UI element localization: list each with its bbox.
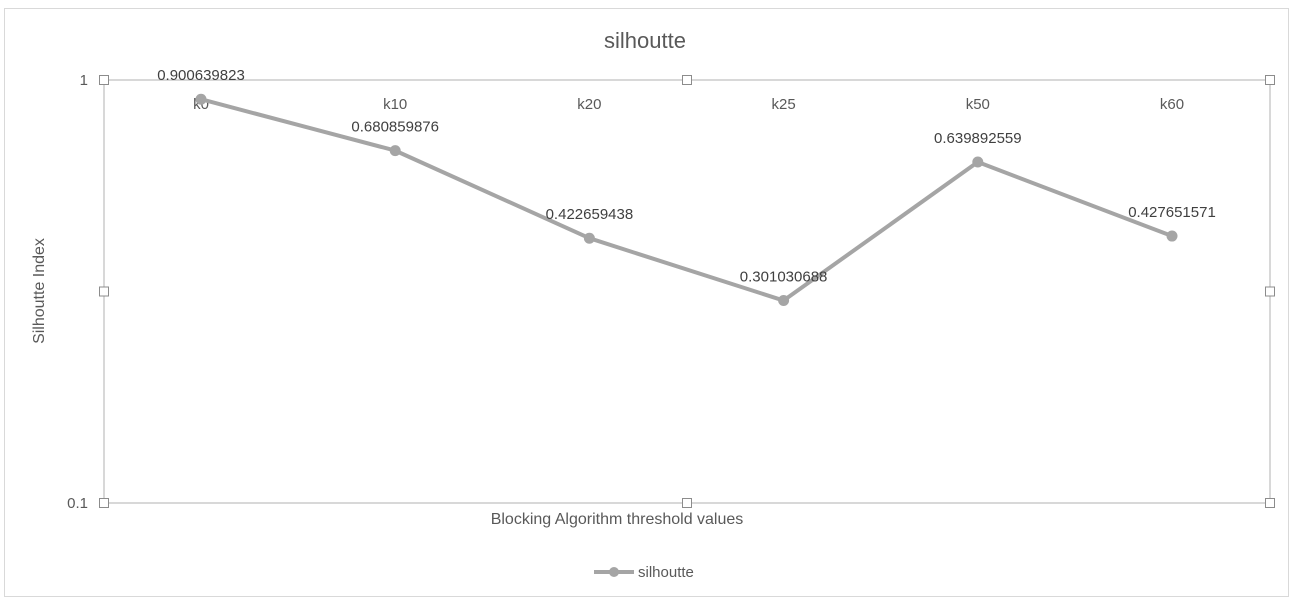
resize-handle[interactable] bbox=[1265, 286, 1275, 297]
resize-handle[interactable] bbox=[1265, 75, 1275, 85]
series-line[interactable] bbox=[200, 97, 1173, 303]
data-label: 0.301030688 bbox=[740, 269, 828, 286]
data-point[interactable] bbox=[195, 93, 207, 105]
resize-handle[interactable] bbox=[682, 498, 692, 508]
x-category-label: k25 bbox=[772, 96, 796, 113]
x-category-label: k50 bbox=[966, 96, 990, 113]
data-labels: 0.900639823 0.680859876 0.422659438 0.30103… bbox=[157, 67, 1216, 285]
data-label: 0.427651571 bbox=[1128, 204, 1216, 221]
series-silhoutte[interactable] bbox=[195, 93, 1178, 307]
chart-area[interactable] bbox=[4, 8, 1289, 597]
x-category-label: k20 bbox=[577, 96, 601, 113]
data-label: 0.900639823 bbox=[157, 67, 245, 84]
y-tick-label: 0.1 bbox=[67, 495, 88, 512]
resize-handle[interactable] bbox=[99, 498, 109, 508]
resize-handle[interactable] bbox=[682, 75, 692, 85]
x-category-label: k60 bbox=[1160, 96, 1184, 113]
y-tick-label: 1 bbox=[80, 72, 88, 89]
data-point[interactable] bbox=[389, 145, 401, 157]
data-label: 0.680859876 bbox=[351, 119, 439, 136]
y-axis-title: Silhoutte Index bbox=[31, 238, 48, 344]
x-axis-categories: k0k10k20k25k50k60 bbox=[193, 96, 1184, 113]
selection-handles[interactable] bbox=[99, 75, 1275, 508]
data-point[interactable] bbox=[1166, 230, 1178, 242]
chart-title: silhoutte bbox=[604, 28, 686, 53]
y-axis-ticks: 0.11 bbox=[67, 72, 88, 512]
data-point[interactable] bbox=[972, 156, 984, 168]
data-label: 0.422659438 bbox=[546, 206, 634, 223]
resize-handle[interactable] bbox=[99, 286, 109, 297]
data-point[interactable] bbox=[778, 295, 790, 307]
legend[interactable]: silhoutte bbox=[594, 564, 694, 581]
resize-handle[interactable] bbox=[1265, 498, 1275, 508]
data-label: 0.639892559 bbox=[934, 130, 1022, 147]
resize-handle[interactable] bbox=[99, 75, 109, 85]
legend-swatch-marker bbox=[609, 567, 619, 577]
data-point[interactable] bbox=[583, 232, 595, 244]
x-axis-title: Blocking Algorithm threshold values bbox=[491, 511, 744, 528]
plot-area[interactable] bbox=[103, 79, 1271, 504]
legend-label: silhoutte bbox=[638, 564, 694, 581]
x-category-label: k10 bbox=[383, 96, 407, 113]
